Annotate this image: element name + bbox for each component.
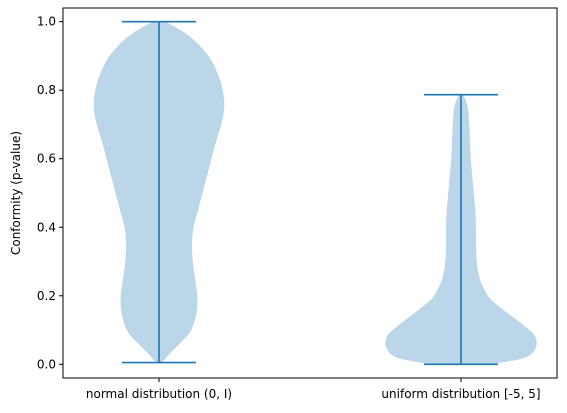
y-tick-label-2: 0.4 bbox=[37, 220, 56, 234]
y-tick-label-1: 0.2 bbox=[37, 289, 56, 303]
plot-frame bbox=[62, 7, 558, 379]
x-axis: normal distribution (0, I) uniform distri… bbox=[86, 378, 541, 401]
x-tick-label-0: normal distribution (0, I) bbox=[86, 387, 232, 401]
violin-group bbox=[93, 20, 537, 366]
y-tick-label-3: 0.6 bbox=[37, 152, 56, 166]
y-tick-label-4: 0.8 bbox=[37, 83, 56, 97]
y-tick-label-0: 0.0 bbox=[37, 357, 56, 371]
y-axis-label: Conformity (p-value) bbox=[9, 131, 23, 255]
x-tick-label-1: uniform distribution [-5, 5] bbox=[381, 387, 540, 401]
y-axis: 0.0 0.2 0.4 0.6 0.8 1.0 bbox=[37, 15, 63, 371]
y-tick-label-5: 1.0 bbox=[37, 15, 56, 29]
